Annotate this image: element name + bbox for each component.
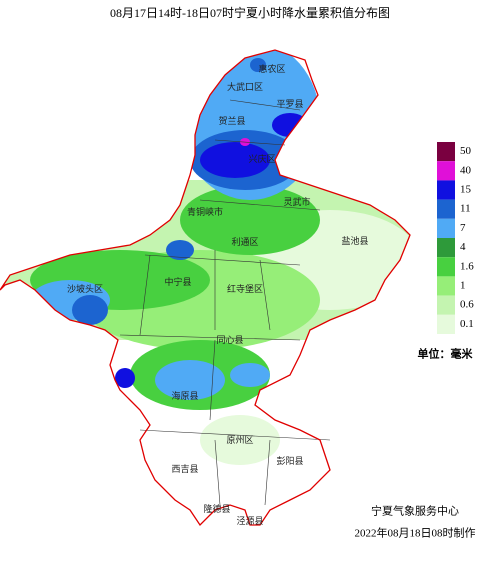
county-borders xyxy=(119,99,331,506)
legend-swatch xyxy=(437,276,455,296)
place-label: 彭阳县 xyxy=(276,455,303,466)
legend-swatch xyxy=(437,199,455,219)
made-time: 2022年08月18日08时制作 xyxy=(355,526,476,540)
legend-swatch xyxy=(437,142,455,162)
place-label: 灵武市 xyxy=(283,196,310,207)
legend-swatch xyxy=(437,218,455,238)
place-label: 泾源县 xyxy=(236,515,263,526)
legend-label: 1.6 xyxy=(460,260,474,272)
legend-swatch xyxy=(437,238,455,258)
legend-label: 50 xyxy=(460,145,472,157)
place-label: 海原县 xyxy=(171,390,198,401)
place-label: 贺兰县 xyxy=(218,115,245,126)
place-label: 同心县 xyxy=(216,335,243,345)
place-label: 隆德县 xyxy=(203,503,230,514)
place-label: 西吉县 xyxy=(171,464,198,474)
legend-label: 40 xyxy=(460,164,472,176)
place-label: 利通区 xyxy=(231,236,258,247)
place-label: 盐池县 xyxy=(341,235,368,246)
place-label: 青铜峡市 xyxy=(187,206,223,217)
place-label: 沙坡头区 xyxy=(67,283,103,294)
legend-swatch xyxy=(437,180,455,200)
legend-label: 0.6 xyxy=(460,299,474,311)
legend-label: 15 xyxy=(460,184,472,196)
place-label: 红寺堡区 xyxy=(227,283,263,294)
legend-swatch xyxy=(437,257,455,277)
rain-field xyxy=(0,50,410,525)
place-label: 平罗县 xyxy=(276,99,303,109)
legend-label: 0.1 xyxy=(460,318,474,330)
agency: 宁夏气象服务中心 xyxy=(371,504,459,518)
legend-label: 1 xyxy=(460,280,466,292)
legend-swatch xyxy=(437,314,455,334)
place-label: 中宁县 xyxy=(164,276,191,287)
legend-unit: 单位：毫米 xyxy=(418,347,474,361)
place-label: 惠农区 xyxy=(258,63,285,74)
legend-swatch xyxy=(437,295,455,315)
map-title: 08月17日14时-18日07时宁夏小时降水量累积值分布图 xyxy=(110,5,390,20)
legend-label: 7 xyxy=(460,222,466,234)
place-label: 兴庆区 xyxy=(248,153,275,164)
legend-label: 4 xyxy=(460,241,466,253)
place-label: 原州区 xyxy=(226,435,253,445)
legend-label: 11 xyxy=(460,203,471,215)
place-label: 大武口区 xyxy=(227,81,263,92)
legend-swatch xyxy=(437,161,455,181)
